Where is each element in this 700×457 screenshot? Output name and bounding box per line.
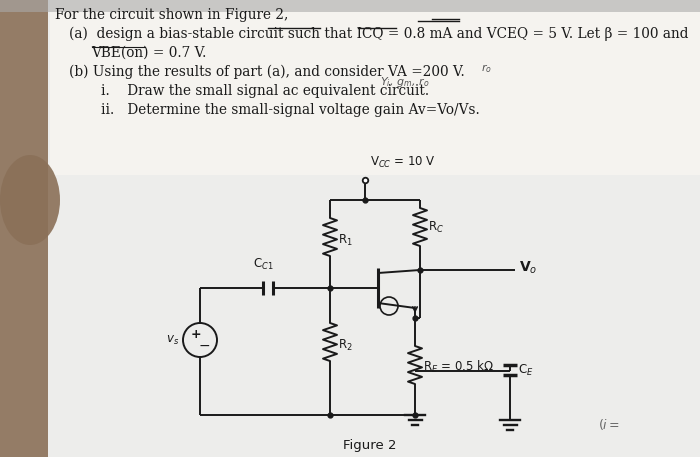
Text: (a)  design a bias-stable circuit such that ICQ = 0.8 mA and VCEQ = 5 V. Let β =: (a) design a bias-stable circuit such th… bbox=[69, 27, 689, 42]
Text: R$_1$: R$_1$ bbox=[338, 233, 353, 248]
Ellipse shape bbox=[0, 155, 60, 245]
Text: C$_{C1}$: C$_{C1}$ bbox=[253, 257, 273, 272]
Text: R$_E$ = 0.5 kΩ: R$_E$ = 0.5 kΩ bbox=[423, 359, 494, 375]
Text: R$_C$: R$_C$ bbox=[428, 219, 444, 234]
Bar bbox=[50, 0, 700, 175]
Bar bbox=[0, 0, 700, 12]
Text: $(i=$: $(i=$ bbox=[598, 418, 620, 432]
Text: v$_s$: v$_s$ bbox=[166, 334, 179, 346]
Text: C$_E$: C$_E$ bbox=[518, 362, 533, 377]
Text: For the circuit shown in Figure 2,: For the circuit shown in Figure 2, bbox=[55, 8, 288, 22]
Text: −: − bbox=[198, 339, 210, 353]
Text: i.    Draw the small signal ac equivalent circuit.: i. Draw the small signal ac equivalent c… bbox=[101, 84, 429, 98]
Text: r$_o$: r$_o$ bbox=[481, 62, 492, 75]
Text: Figure 2: Figure 2 bbox=[343, 439, 397, 452]
Text: +: + bbox=[190, 329, 202, 341]
Text: (b) Using the results of part (a), and consider VA =200 V.: (b) Using the results of part (a), and c… bbox=[69, 65, 465, 80]
Text: VBE(on) = 0.7 V.: VBE(on) = 0.7 V. bbox=[91, 46, 206, 60]
Text: V$_o$: V$_o$ bbox=[519, 260, 538, 276]
Text: ii.   Determine the small-signal voltage gain Av=Vo/Vs.: ii. Determine the small-signal voltage g… bbox=[101, 103, 480, 117]
Text: V$_{CC}$ = 10 V: V$_{CC}$ = 10 V bbox=[370, 155, 436, 170]
Bar bbox=[0, 0, 48, 457]
Text: $Y_i$, g$_m$, r$_o$: $Y_i$, g$_m$, r$_o$ bbox=[380, 75, 430, 89]
Text: R$_2$: R$_2$ bbox=[338, 337, 353, 352]
